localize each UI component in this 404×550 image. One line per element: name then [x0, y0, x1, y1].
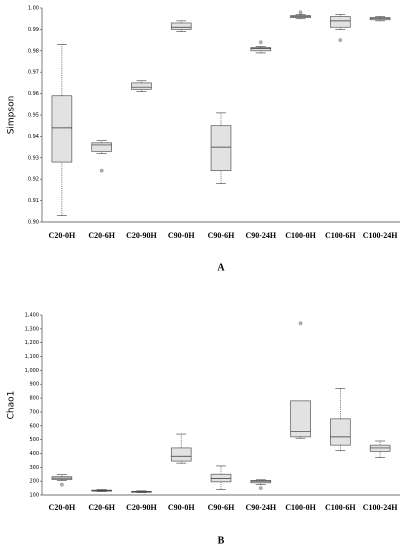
y-tick-label: 1,000	[25, 368, 39, 374]
x-tick-label: C100-6H	[325, 503, 356, 512]
y-tick-label: 0.95	[28, 113, 39, 119]
y-tick-label: 1,200	[25, 340, 39, 346]
panel-label: A	[217, 262, 225, 273]
y-tick-label: 1,100	[25, 354, 39, 360]
y-tick-label: 0.99	[28, 27, 39, 33]
x-tick-label: C20-90H	[126, 503, 157, 512]
box	[290, 400, 311, 438]
x-tick-label: C100-0H	[285, 503, 316, 512]
y-tick-label: 800	[29, 396, 39, 402]
y-tick-label: 700	[29, 409, 39, 415]
x-tick-label: C20-6H	[88, 503, 115, 512]
y-tick-label: 1,400	[25, 313, 39, 319]
box	[170, 447, 192, 462]
y-axis-label: Chao1	[7, 391, 17, 420]
y-tick-label: 1,300	[25, 326, 39, 332]
x-tick-label: C20-90H	[126, 231, 157, 240]
y-tick-label: 1.00	[28, 6, 39, 12]
y-tick-label: 0.96	[28, 91, 39, 97]
y-tick-label: 300	[29, 465, 39, 471]
box	[250, 480, 272, 484]
x-tick-label: C100-24H	[363, 231, 398, 240]
x-tick-label: C90-0H	[168, 231, 195, 240]
y-tick-label: 0.92	[28, 177, 39, 183]
y-tick-label: 0.97	[28, 70, 39, 76]
outlier	[338, 38, 343, 42]
box	[131, 82, 152, 90]
y-tick-label: 0.94	[28, 134, 39, 140]
y-tick-label: 0.90	[28, 220, 39, 226]
y-tick-label: 200	[29, 479, 39, 485]
x-tick-label: C90-6H	[208, 503, 235, 512]
x-tick-label: C90-24H	[245, 231, 276, 240]
outlier	[298, 10, 303, 15]
x-tick-label: C90-24H	[245, 503, 276, 512]
x-tick-label: C100-6H	[325, 231, 356, 240]
box	[330, 16, 351, 28]
y-axis-label: Simpson	[7, 96, 17, 135]
box	[170, 22, 192, 30]
x-tick-label: C20-0H	[49, 503, 76, 512]
y-tick-label: 0.98	[28, 48, 39, 54]
y-tick-label: 0.93	[28, 155, 39, 161]
outlier	[99, 168, 104, 173]
box	[330, 418, 351, 446]
panel-label: B	[218, 535, 225, 546]
y-tick-label: 0.91	[28, 198, 39, 204]
x-tick-label: C90-6H	[208, 231, 235, 240]
x-tick-label: C90-0H	[168, 503, 195, 512]
x-tick-label: C100-0H	[285, 231, 316, 240]
y-tick-label: 100	[29, 493, 39, 499]
box	[91, 142, 112, 152]
outlier	[60, 482, 64, 487]
outlier	[258, 40, 263, 45]
y-tick-label: 400	[29, 451, 39, 457]
x-tick-label: C100-24H	[363, 503, 398, 512]
y-tick-label: 600	[29, 423, 39, 429]
box	[210, 125, 232, 171]
box	[250, 47, 272, 52]
outlier	[298, 321, 303, 326]
x-tick-label: C20-6H	[88, 231, 115, 240]
y-tick-label: 500	[29, 437, 39, 443]
box	[51, 95, 73, 163]
y-tick-label: 900	[29, 382, 39, 388]
outlier	[258, 486, 263, 490]
x-tick-label: C20-0H	[49, 231, 76, 240]
